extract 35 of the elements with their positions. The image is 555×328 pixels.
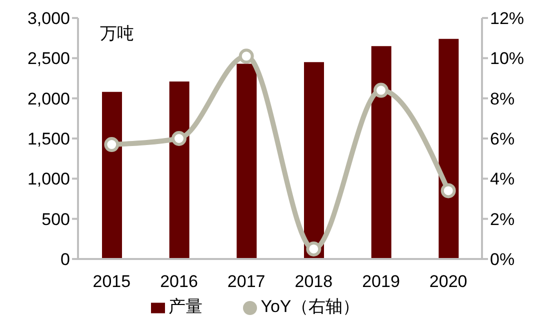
bar [102,92,122,259]
y-tick-label: 2,500 [27,49,70,68]
y-axis-title: 万吨 [100,23,134,45]
point [172,131,186,146]
y-tick-label: 2,000 [27,89,70,108]
bar [371,46,392,259]
point [374,82,388,98]
bar [169,81,190,259]
point [440,183,456,198]
y2-tick-label: 0% [490,250,515,270]
y2-tick-label: 6% [490,130,515,149]
legend-label: 产量 [168,297,203,316]
x-tick-label: 2016 [160,272,198,292]
y-tick-label: 1,000 [27,170,70,189]
point [104,137,120,152]
y2-tick-label: 10% [490,49,524,68]
x-tick-label: 2018 [294,272,333,292]
legend-label: YoY（右轴） [260,297,360,316]
y-tick-label: 0 [60,250,70,270]
y-tick-label: 500 [42,210,70,229]
x-tick-label: 2020 [429,272,468,292]
point [306,241,322,256]
bar [438,38,459,259]
x-tick-label: 2019 [362,272,400,292]
y2-tick-label: 12% [490,9,524,28]
y2-tick-label: 2% [490,210,515,229]
bar [304,62,324,259]
bar [236,64,257,259]
x-tick-label: 2015 [92,272,131,292]
y-tick-label: 3,000 [27,9,70,28]
x-tick-label: 2017 [227,272,266,292]
y-tick-label: 1,500 [27,130,70,149]
y2-tick-label: 4% [490,170,515,189]
point [238,48,254,64]
y2-tick-label: 8% [490,89,515,108]
